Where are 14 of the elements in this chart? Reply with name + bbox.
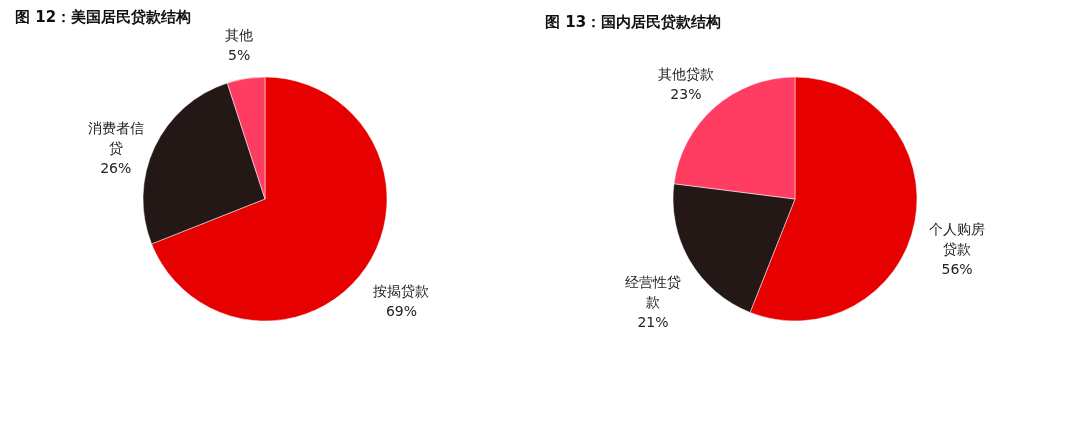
slice-label: 其他	[225, 27, 254, 44]
data-label: 56%	[941, 260, 973, 277]
data-label: 21%	[637, 313, 669, 330]
slice-label: 消费者信贷	[87, 119, 144, 156]
data-label: 23%	[670, 86, 702, 103]
slice-label: 按揭贷款	[373, 282, 430, 299]
data-label: 69%	[385, 302, 418, 319]
slice-label: 其他贷款	[657, 66, 714, 83]
chart-title: 图 12：美国居民贷款结构	[15, 8, 192, 27]
slice-label: 经营性贷款	[624, 273, 681, 310]
slice-label: 个人购房贷款	[929, 220, 986, 257]
data-label: 26%	[100, 159, 132, 176]
data-label: 5%	[228, 47, 251, 64]
chart-title: 图 13：国内居民贷款结构	[545, 13, 722, 31]
